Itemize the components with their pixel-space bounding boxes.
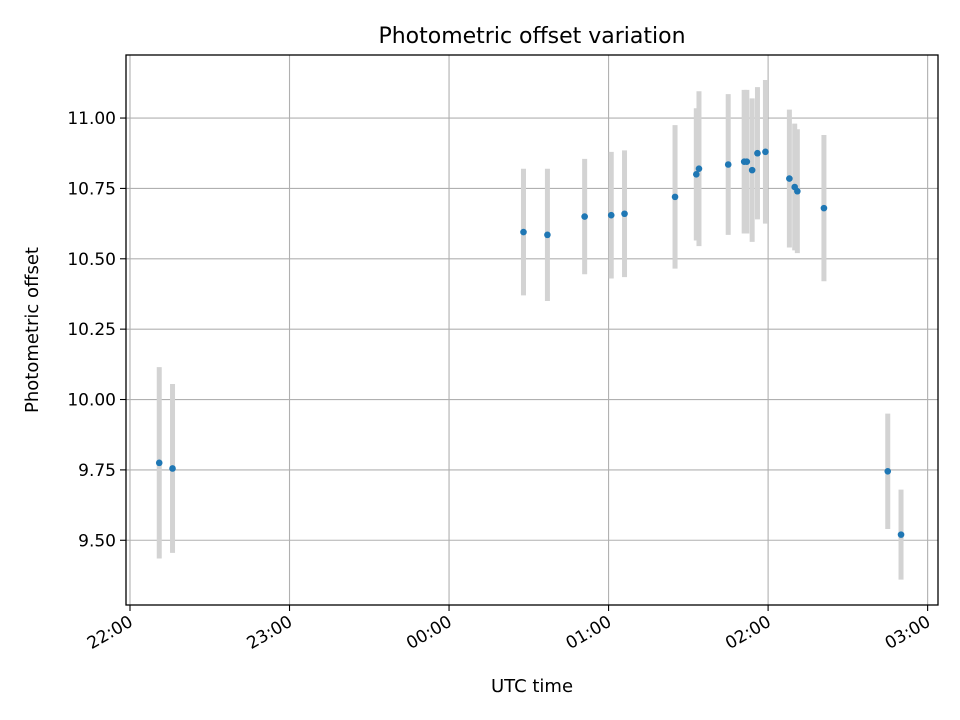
x-axis-label: UTC time: [491, 676, 573, 697]
y-tick-label: 9.75: [78, 461, 116, 481]
data-point: [748, 166, 756, 174]
data-point: [693, 171, 700, 178]
y-tick-label: 10.00: [67, 391, 116, 411]
data-point: [786, 175, 793, 182]
data-point: [544, 231, 551, 239]
y-tick-label: 10.50: [67, 250, 116, 270]
x-tick-label: 22:00: [84, 612, 136, 654]
x-tick-label: 23:00: [244, 612, 296, 654]
data-point: [671, 193, 679, 201]
data-point: [897, 531, 905, 538]
data-point: [621, 210, 628, 218]
chart-title: Photometric offset variation: [378, 24, 685, 49]
data-point: [724, 161, 732, 168]
plot-area-frame: [125, 54, 939, 606]
data-point: [607, 211, 615, 219]
data-point: [820, 204, 828, 212]
y-tick-label: 11.00: [67, 109, 116, 129]
data-point: [794, 187, 801, 195]
x-tick-label: 03:00: [882, 612, 934, 654]
y-tick-label: 9.50: [78, 531, 116, 551]
x-tick-label: 01:00: [563, 612, 615, 654]
grid-lines: [126, 55, 938, 605]
data-point: [169, 465, 176, 472]
data-points: [155, 148, 905, 538]
error-bars: [156, 80, 904, 580]
x-tick-label: 00:00: [403, 612, 455, 654]
data-point: [520, 228, 527, 236]
y-axis-label: Photometric offset: [22, 247, 43, 413]
data-point: [581, 213, 588, 220]
data-point: [695, 165, 703, 173]
data-point: [884, 467, 892, 475]
x-axis-ticks: 22:00 23:00 00:00 01:00 02:00 03:00: [84, 605, 934, 654]
y-tick-label: 10.75: [67, 179, 116, 199]
x-tick-label: 02:00: [722, 612, 774, 654]
y-axis-ticks: 9.50 9.75 10.00 10.25 10.50 10.75 11.00: [67, 109, 126, 551]
data-point: [754, 149, 761, 157]
data-point: [743, 158, 751, 165]
data-point: [155, 459, 163, 467]
y-tick-label: 10.25: [67, 320, 116, 340]
data-point: [762, 148, 769, 156]
